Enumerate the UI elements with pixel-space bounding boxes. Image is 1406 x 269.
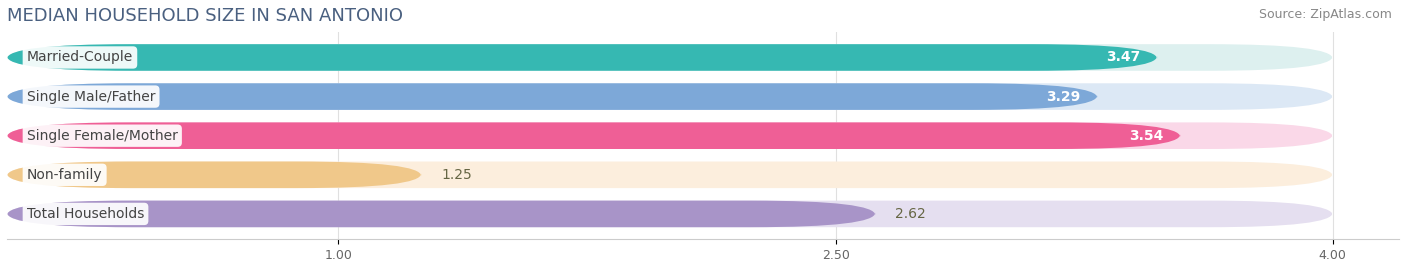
FancyBboxPatch shape xyxy=(7,201,1333,227)
Text: 2.62: 2.62 xyxy=(896,207,927,221)
FancyBboxPatch shape xyxy=(7,83,1098,110)
FancyBboxPatch shape xyxy=(7,44,1333,71)
Text: Non-family: Non-family xyxy=(27,168,103,182)
Text: Single Male/Father: Single Male/Father xyxy=(27,90,155,104)
FancyBboxPatch shape xyxy=(7,44,1157,71)
FancyBboxPatch shape xyxy=(7,122,1180,149)
Text: 3.29: 3.29 xyxy=(1046,90,1081,104)
FancyBboxPatch shape xyxy=(7,122,1333,149)
Text: 3.54: 3.54 xyxy=(1129,129,1164,143)
Text: Total Households: Total Households xyxy=(27,207,145,221)
Text: Single Female/Mother: Single Female/Mother xyxy=(27,129,177,143)
Text: 3.47: 3.47 xyxy=(1107,51,1140,65)
Text: MEDIAN HOUSEHOLD SIZE IN SAN ANTONIO: MEDIAN HOUSEHOLD SIZE IN SAN ANTONIO xyxy=(7,7,404,25)
Text: Married-Couple: Married-Couple xyxy=(27,51,134,65)
Text: 1.25: 1.25 xyxy=(441,168,472,182)
FancyBboxPatch shape xyxy=(7,201,876,227)
FancyBboxPatch shape xyxy=(7,83,1333,110)
FancyBboxPatch shape xyxy=(7,161,422,188)
Text: Source: ZipAtlas.com: Source: ZipAtlas.com xyxy=(1258,8,1392,21)
FancyBboxPatch shape xyxy=(7,161,1333,188)
